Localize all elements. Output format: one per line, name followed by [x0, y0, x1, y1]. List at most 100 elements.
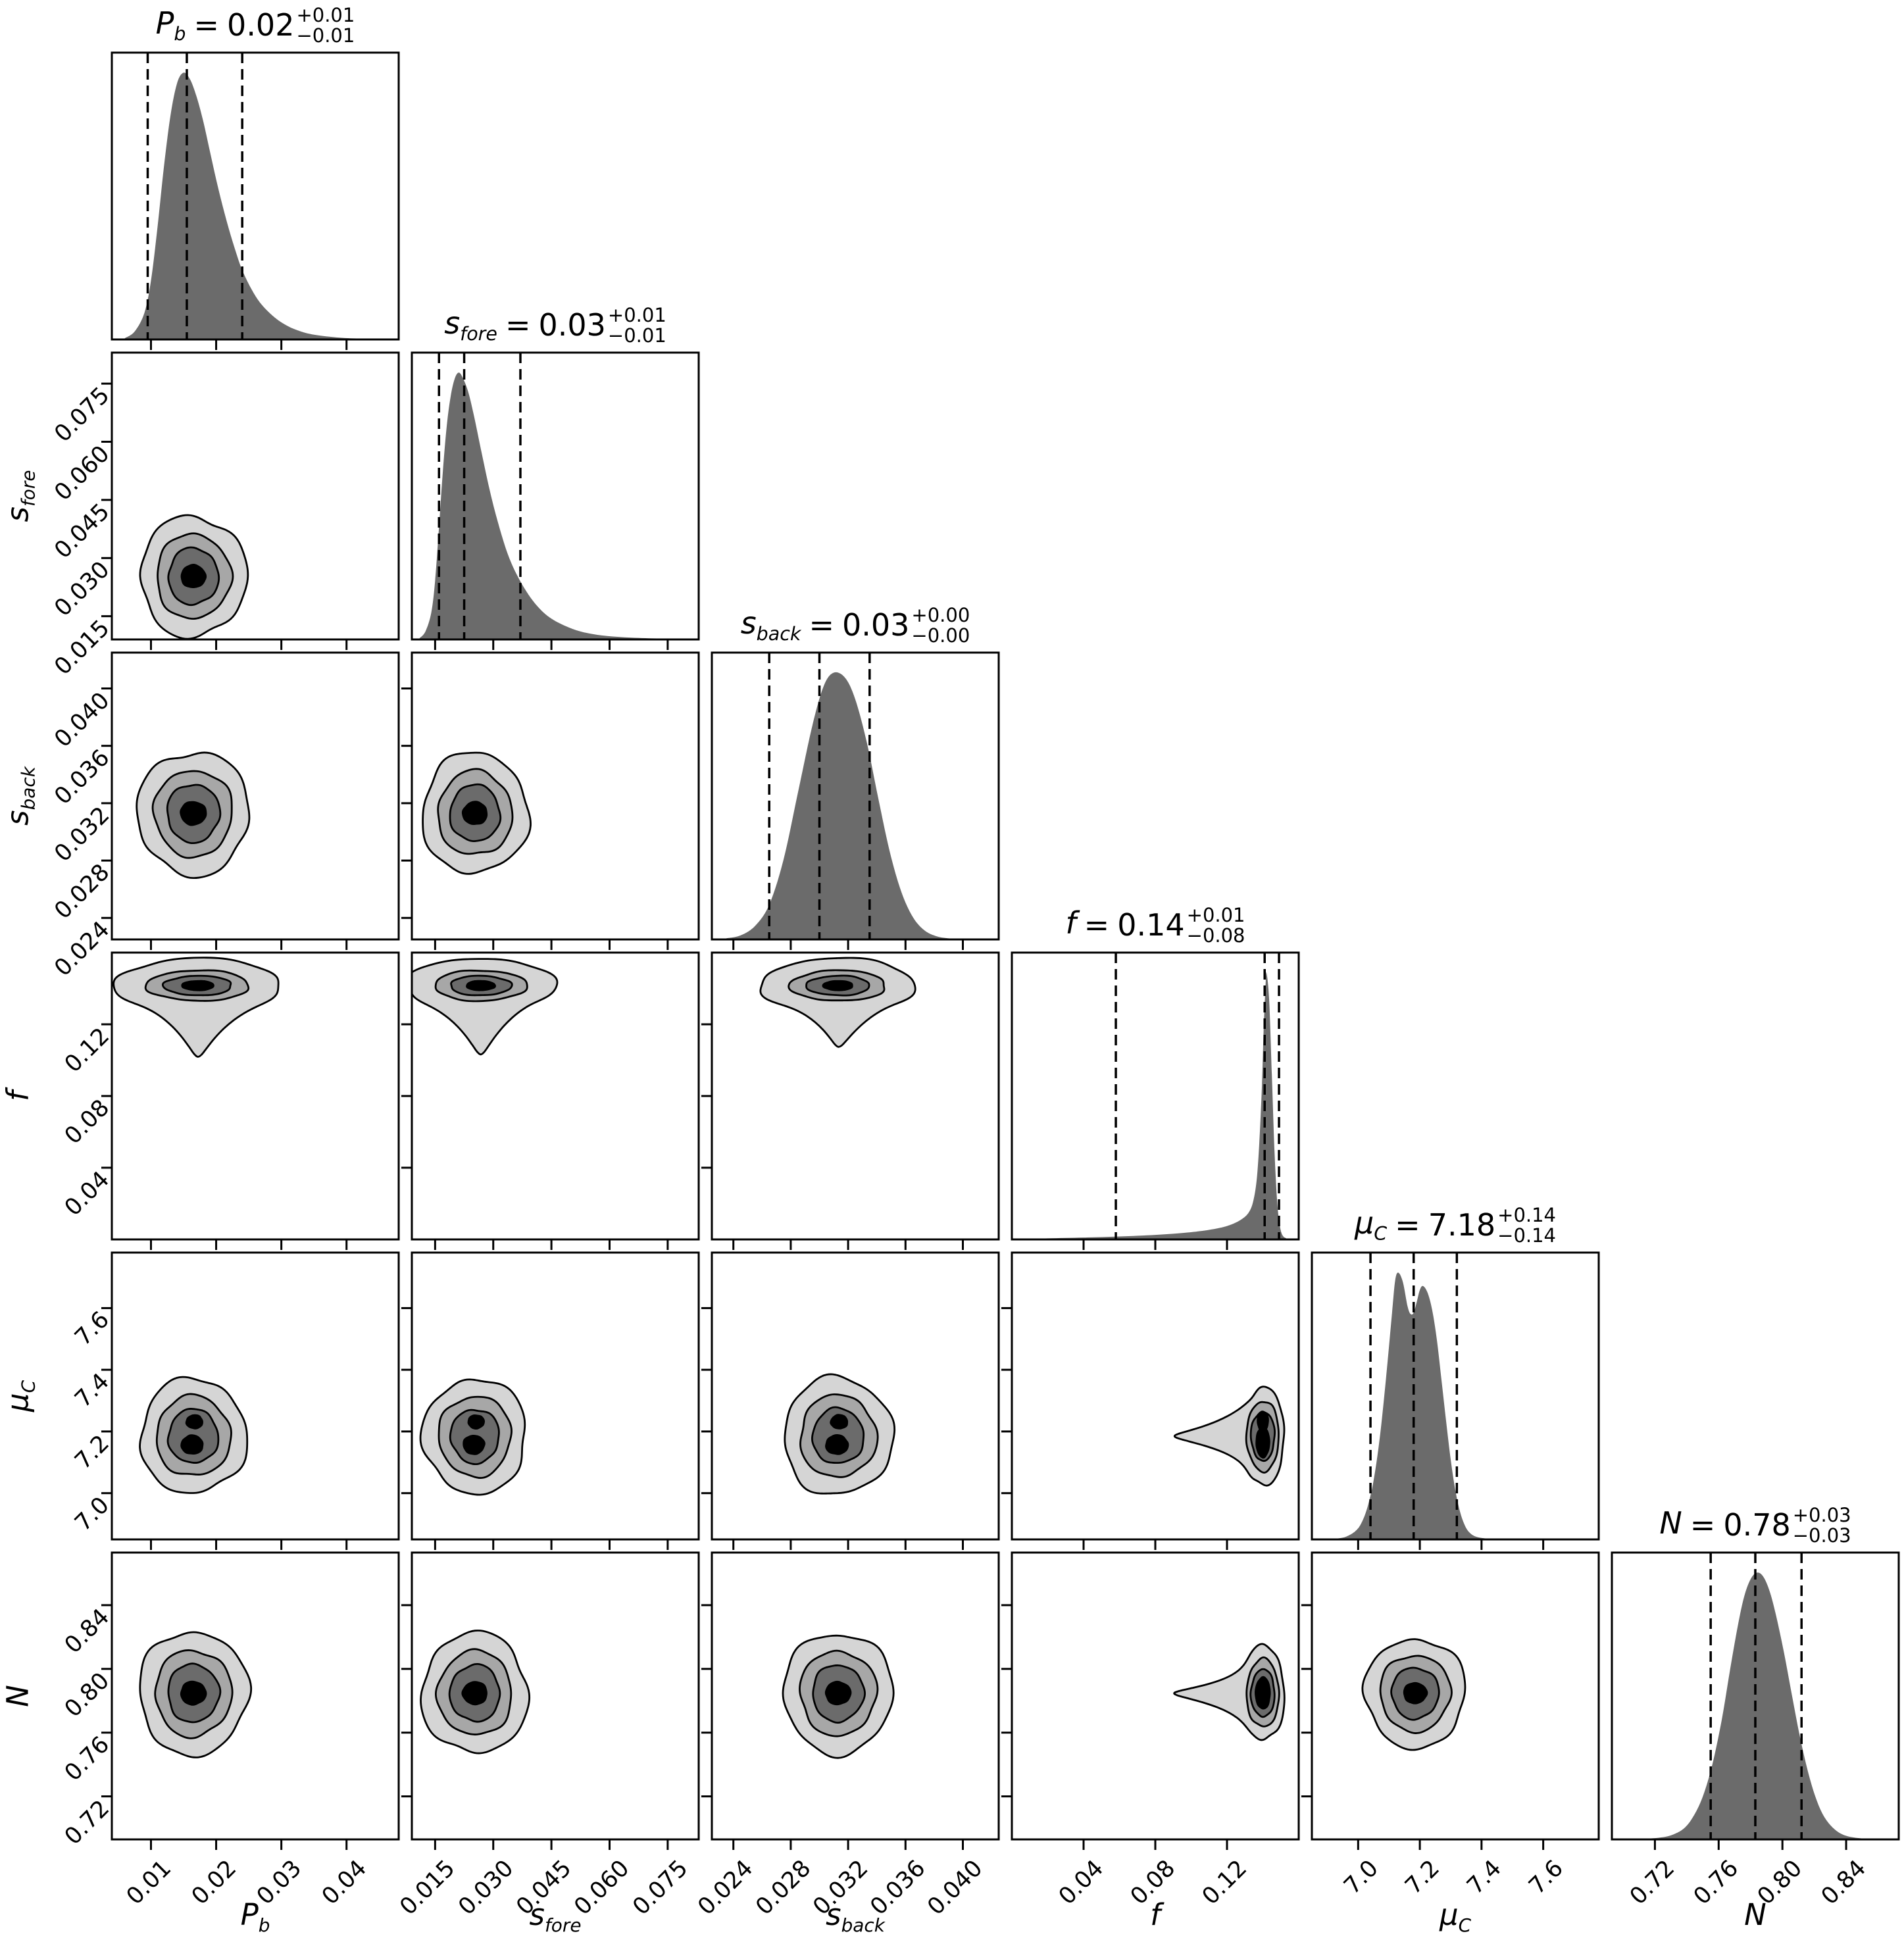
contour-level-3 [1255, 1427, 1270, 1459]
panel-r0c0 [111, 51, 400, 350]
contour-level-3 [180, 1434, 204, 1455]
x-axis-label-sfore: sfore [529, 1897, 582, 1936]
contour-level-3 [180, 801, 207, 826]
density-curve-mu_C [1336, 1272, 1497, 1539]
contour-level-3 [461, 1681, 488, 1706]
param-name: sfore [444, 305, 497, 345]
panel-r4c3 [1001, 1251, 1300, 1550]
plus-error: +0.03 [1792, 1503, 1851, 1526]
minus-error: −0.01 [296, 24, 355, 47]
error-stack: +0.01 −0.01 [608, 305, 666, 347]
title-sback: sback = 0.03 +0.00 −0.00 [712, 601, 999, 649]
panel-r2c1 [401, 651, 700, 950]
contour-level-3 [461, 801, 488, 825]
panel-r2c2 [711, 651, 1000, 950]
error-stack: +0.01 −0.01 [296, 5, 355, 47]
title-n: N = 0.78 +0.03 −0.03 [1612, 1501, 1899, 1549]
axis-frame [711, 1551, 1000, 1841]
contour-level-3 [181, 980, 214, 991]
contour-level-3 [467, 1414, 485, 1430]
panel-r5c0 [101, 1551, 400, 1850]
minus-error: −0.03 [1792, 1524, 1851, 1547]
density-curve-f [1018, 972, 1286, 1239]
equals-sign: = [1395, 1207, 1420, 1243]
median-value: 0.78 [1723, 1507, 1791, 1543]
contour-level-3 [466, 980, 496, 991]
median-value: 0.03 [538, 307, 606, 343]
minus-error: −0.14 [1497, 1224, 1557, 1247]
contour-level-3 [180, 563, 207, 589]
error-stack: +0.14 −0.14 [1497, 1205, 1556, 1247]
error-stack: +0.03 −0.03 [1793, 1505, 1851, 1547]
title-sfore: sfore = 0.03 +0.01 −0.01 [412, 301, 699, 349]
axis-frame [711, 1251, 1000, 1541]
panel-r5c4 [1301, 1551, 1600, 1850]
panel-r4c4 [1311, 1251, 1600, 1550]
plus-error: +0.14 [1497, 1203, 1557, 1226]
axis-frame [411, 651, 700, 941]
density-curve-s_back [726, 672, 985, 939]
axis-frame [1611, 1551, 1900, 1841]
plus-error: +0.01 [1186, 903, 1245, 926]
panel-r5c2 [701, 1551, 1000, 1850]
contour-level-3 [830, 1414, 849, 1430]
panel-r3c2 [701, 951, 1000, 1250]
param-name: f [1065, 905, 1076, 941]
panel-r5c5 [1611, 1551, 1900, 1850]
panel-r5c1 [401, 1551, 700, 1850]
axis-frame [711, 651, 1000, 941]
title-pb: Pb = 0.02 +0.01 −0.01 [112, 1, 399, 49]
axis-frame [111, 51, 400, 341]
axis-frame [1311, 1551, 1600, 1841]
plus-error: +0.00 [911, 603, 970, 626]
median-value: 0.14 [1117, 907, 1185, 943]
density-curve-P_b [124, 72, 399, 339]
contour-level-3 [822, 980, 853, 991]
error-stack: +0.00 −0.00 [911, 605, 970, 647]
axis-frame [111, 1551, 400, 1841]
axis-frame [411, 1251, 700, 1541]
equals-sign: = [193, 7, 220, 43]
median-value: 0.02 [227, 7, 295, 43]
plus-error: +0.01 [296, 3, 355, 26]
axis-frame [111, 1251, 400, 1541]
x-axis-label-muc: μC [1439, 1897, 1472, 1936]
axis-frame [411, 1551, 700, 1841]
panel-r4c0 [101, 1251, 400, 1550]
panel-r4c1 [401, 1251, 700, 1550]
contour-level-3 [1257, 1410, 1269, 1432]
contour-level-3 [1255, 1676, 1271, 1710]
density-curve-s_fore [419, 372, 699, 639]
panel-r2c0 [101, 651, 400, 950]
plus-error: +0.01 [607, 303, 666, 326]
contour-level-3 [185, 1414, 203, 1430]
contour-level-3 [180, 1680, 207, 1706]
param-name: N [1659, 1505, 1682, 1541]
x-axis-label-pb: Pb [240, 1897, 270, 1936]
contour-level-3 [824, 1680, 852, 1706]
equals-sign: = [505, 307, 531, 343]
equals-sign: = [1690, 1507, 1716, 1543]
panel-r1c0 [101, 351, 400, 650]
minus-error: −0.00 [911, 624, 970, 647]
panel-r3c0 [101, 951, 400, 1250]
x-axis-label-n: N [1744, 1897, 1766, 1932]
error-stack: +0.01 −0.08 [1187, 905, 1245, 947]
panel-r4c2 [701, 1251, 1000, 1550]
contour-level-3 [825, 1434, 849, 1455]
axis-frame [411, 351, 700, 641]
panel-r3c3 [1011, 951, 1300, 1250]
title-f: f = 0.14 +0.01 −0.08 [1012, 901, 1299, 949]
minus-error: −0.01 [607, 324, 666, 347]
equals-sign: = [809, 607, 834, 643]
minus-error: −0.08 [1186, 924, 1245, 947]
axis-frame [111, 351, 400, 641]
contour-level-3 [1403, 1682, 1428, 1705]
x-axis-label-f: f [1150, 1897, 1161, 1932]
param-name: Pb [155, 5, 186, 45]
median-value: 0.03 [842, 607, 910, 643]
axis-frame [1311, 1251, 1600, 1541]
contour-level-3 [463, 1434, 486, 1455]
